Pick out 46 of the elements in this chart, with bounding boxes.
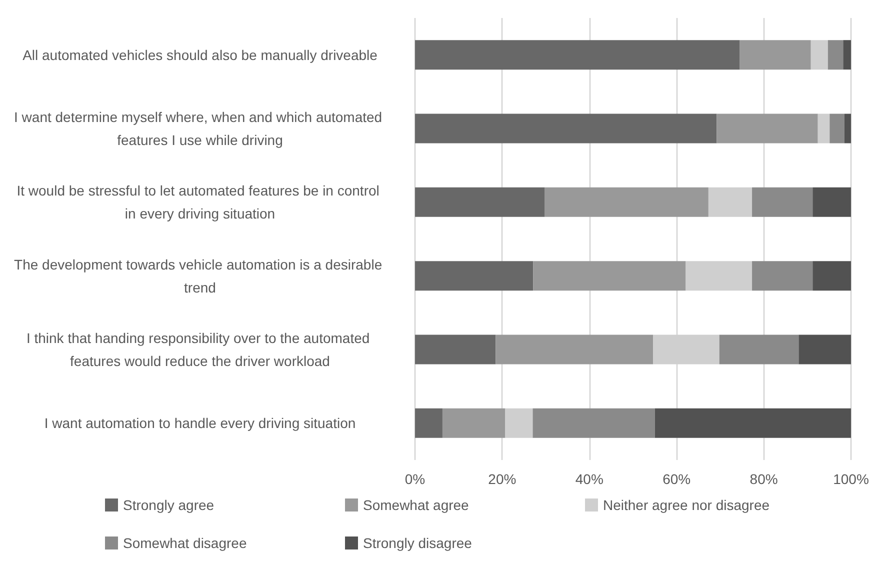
x-tick-label: 100% xyxy=(833,471,869,487)
bar xyxy=(415,408,442,438)
bar xyxy=(752,187,813,217)
bar xyxy=(415,261,534,291)
y-tick-label: The development towards vehicle automation is a desirable trend xyxy=(14,256,386,296)
bar xyxy=(533,261,686,291)
x-tick-label: 40% xyxy=(575,471,604,487)
bar xyxy=(544,187,708,217)
bar xyxy=(415,187,544,217)
bar xyxy=(415,334,496,364)
bar xyxy=(496,334,654,364)
bar xyxy=(686,261,752,291)
y-tick-label: I think that handing responsibility over to the automated features would reduce the driver workload xyxy=(26,330,374,369)
bar xyxy=(830,114,844,144)
x-tick-label: 60% xyxy=(662,471,691,487)
bar xyxy=(812,261,851,291)
bar xyxy=(844,114,851,144)
y-tick-label: I want determine myself where, when and which automated features I use while driving xyxy=(14,109,386,148)
bar xyxy=(708,187,752,217)
bar xyxy=(810,40,828,70)
bar xyxy=(843,40,851,70)
legend-label: Somewhat disagree xyxy=(123,535,247,551)
legend-label: Strongly disagree xyxy=(363,535,472,551)
bar xyxy=(752,261,813,291)
bar xyxy=(798,334,851,364)
bar xyxy=(532,408,655,438)
y-tick-label: All automated vehicles should also be manually driveable xyxy=(22,46,378,63)
bar xyxy=(654,408,851,438)
bar xyxy=(828,40,844,70)
x-tick-label: 80% xyxy=(750,471,778,487)
bar xyxy=(505,408,533,438)
legend-label: Strongly agree xyxy=(123,497,214,513)
bar xyxy=(818,114,830,144)
x-tick-label: 0% xyxy=(404,471,426,487)
bar xyxy=(415,40,740,70)
bar xyxy=(812,187,851,217)
x-tick-label: 20% xyxy=(488,471,516,487)
y-tick-label: I want automation to handle every driving situation xyxy=(44,415,356,432)
bar xyxy=(716,114,818,144)
bar xyxy=(719,334,799,364)
bar xyxy=(740,40,811,70)
legend-label: Neither agree nor disagree xyxy=(603,497,770,513)
bar xyxy=(442,408,506,438)
legend-label: Somewhat agree xyxy=(363,497,470,513)
y-tick-label: It would be stressful to let automated features be in control in every driving situation xyxy=(16,182,384,222)
bar xyxy=(415,114,717,144)
